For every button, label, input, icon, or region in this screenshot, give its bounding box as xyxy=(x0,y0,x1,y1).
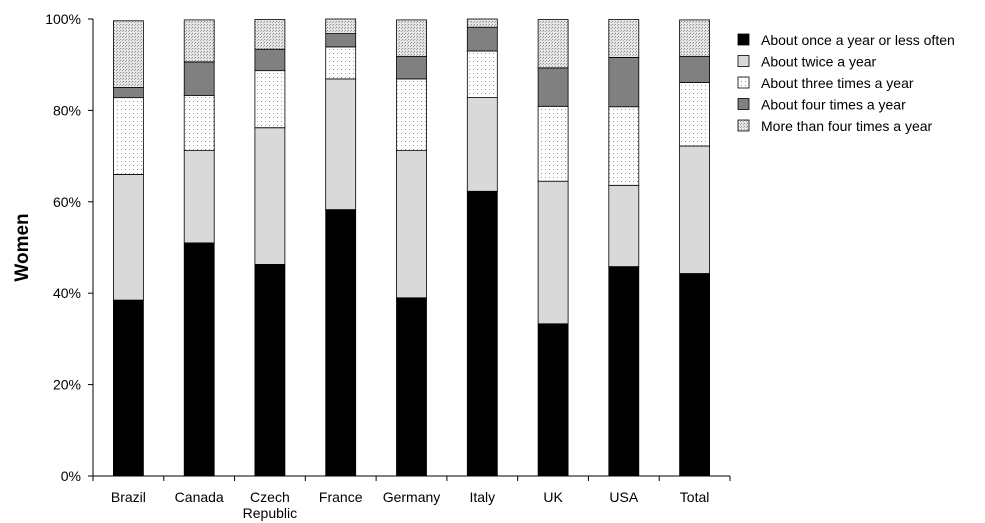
x-tick-label: Italy xyxy=(469,489,495,505)
bar-segment-canada-series-4 xyxy=(183,61,215,96)
bar-segment-germany-series-4 xyxy=(396,56,427,80)
bar-segment-czech-republic-series-5 xyxy=(254,19,286,50)
y-tick-label: 40% xyxy=(53,285,81,301)
bar-segment-total-series-2 xyxy=(679,145,710,274)
bar-segment-italy-series-3 xyxy=(466,50,498,98)
bars-group: Brazil Canada Czech Republic France Germany It… xyxy=(111,18,710,521)
bar-segment-canada-series-3 xyxy=(183,94,215,152)
legend-swatch xyxy=(737,119,750,132)
x-tick-label: USA xyxy=(609,489,638,505)
bar-segment-total-series-3 xyxy=(679,82,710,147)
bar-segment-italy-series-1 xyxy=(466,190,498,477)
bar-segment-canada-series-1 xyxy=(183,242,215,477)
bar-segment-brazil-series-5 xyxy=(113,20,144,88)
y-tick-label: 80% xyxy=(53,102,81,118)
bar-segment-total-series-1 xyxy=(679,273,710,477)
bar-segment-france-series-5 xyxy=(325,18,357,35)
y-tick-label: 60% xyxy=(53,194,81,210)
bar-segment-italy-series-2 xyxy=(466,97,498,192)
x-tick-label: France xyxy=(319,489,363,505)
bar-segment-brazil-series-2 xyxy=(113,173,144,301)
bar-segment-canada-series-2 xyxy=(183,150,215,244)
bar-segment-czech-republic-series-4 xyxy=(254,48,286,72)
bar-segment-france-series-2 xyxy=(325,78,357,210)
legend-swatch xyxy=(737,76,750,89)
bar-segment-france-series-4 xyxy=(325,33,357,48)
bar-segment-germany-series-5 xyxy=(396,19,427,57)
bar-segment-usa-series-5 xyxy=(608,19,640,58)
legend-label: About four times a year xyxy=(761,97,906,113)
x-tick-label: Czech Republic xyxy=(243,489,297,521)
bar-segment-germany-series-1 xyxy=(396,297,427,477)
legend-label: More than four times a year xyxy=(761,118,933,134)
bar-segment-uk-series-5 xyxy=(537,19,569,69)
bar-segment-usa-series-4 xyxy=(608,57,640,108)
bar-segment-brazil-series-1 xyxy=(113,299,144,477)
y-tick-label: 0% xyxy=(61,468,81,484)
legend-label: About once a year or less often xyxy=(761,32,955,48)
bar-segment-uk-series-1 xyxy=(537,323,569,477)
bar-segment-czech-republic-series-3 xyxy=(254,70,286,129)
bar-segment-france-series-3 xyxy=(325,46,357,80)
x-tick-label: Brazil xyxy=(111,489,146,505)
legend-swatch xyxy=(737,33,750,46)
bar-segment-canada-series-5 xyxy=(183,19,215,63)
legend-label: About twice a year xyxy=(761,54,877,70)
y-axis-title: Women xyxy=(12,213,33,281)
legend-swatch xyxy=(737,98,750,110)
y-tick-label: 100% xyxy=(45,11,81,27)
bar-segment-germany-series-3 xyxy=(396,78,427,151)
bar-segment-uk-series-4 xyxy=(537,67,569,107)
x-tick-label: Canada xyxy=(175,489,224,505)
y-tick-label: 20% xyxy=(53,377,81,393)
bar-segment-italy-series-4 xyxy=(466,26,498,52)
bar-segment-italy-series-5 xyxy=(466,18,498,28)
legend-label: About three times a year xyxy=(761,75,914,91)
legend-swatch xyxy=(737,55,750,67)
bar-segment-czech-republic-series-2 xyxy=(254,127,286,265)
bar-segment-usa-series-2 xyxy=(608,184,640,268)
x-tick-label: Total xyxy=(680,489,710,505)
bar-segment-uk-series-3 xyxy=(537,105,569,182)
bar-segment-czech-republic-series-1 xyxy=(254,263,286,477)
bar-segment-total-series-4 xyxy=(679,56,710,83)
x-tick-label: UK xyxy=(543,489,563,505)
bar-segment-brazil-series-3 xyxy=(113,97,144,175)
axes-group: 0% 20% 40% 60% 80% 100% Women xyxy=(12,11,731,484)
bar-segment-brazil-series-4 xyxy=(113,87,144,99)
bar-segment-usa-series-1 xyxy=(608,266,640,477)
bar-segment-uk-series-2 xyxy=(537,180,569,325)
bar-segment-usa-series-3 xyxy=(608,106,640,186)
legend: About once a year or less often About twi… xyxy=(737,32,955,134)
x-tick-label: Germany xyxy=(383,489,441,505)
bar-segment-total-series-5 xyxy=(679,19,710,57)
bar-segment-germany-series-2 xyxy=(396,150,427,299)
bar-segment-france-series-1 xyxy=(325,209,357,477)
